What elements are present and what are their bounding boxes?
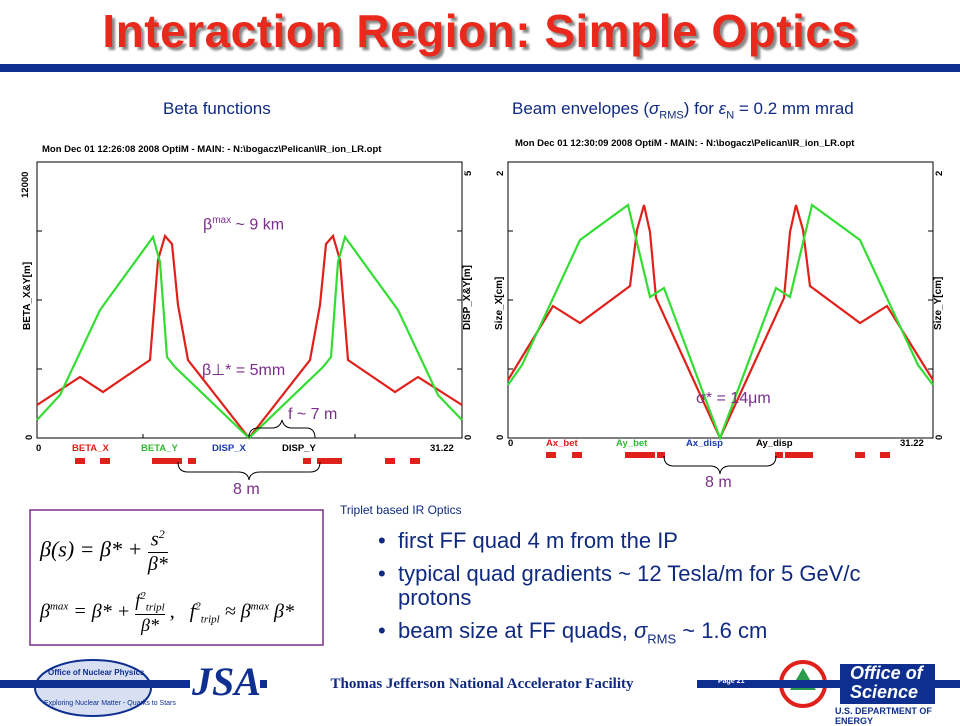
left-plot-header: Mon Dec 01 12:26:08 2008 OptiM - MAIN: -… <box>42 144 382 155</box>
office-nuclear-physics-logo <box>34 659 152 717</box>
right-y2-max: 2 <box>934 170 945 176</box>
size-y-curve <box>507 203 934 442</box>
nuclear-physics-tagline: Exploring Nuclear Matter - Quarks to Sta… <box>44 700 176 707</box>
sigma-star-annotation: σ* = 14μm <box>696 390 771 407</box>
right-y-max: 2 <box>495 170 506 176</box>
legend-beta-y: BETA_Y <box>141 443 178 454</box>
right-y2-label: Size_Y[cm] <box>933 276 944 330</box>
right-magnet-blocks <box>546 452 890 458</box>
left-y2-min: 0 <box>463 434 474 440</box>
right-y-label: Size_X[cm] <box>494 276 505 330</box>
right-bottom-brace <box>663 455 777 475</box>
legend-disp-x: DISP_X <box>212 443 246 454</box>
right-x-max: 31.22 <box>900 438 924 449</box>
f-brace <box>248 419 316 439</box>
right-y2-min: 0 <box>934 434 945 440</box>
formula-beta-max: βmax = β* + f2tripl β* , f2tripl ≈ βmax β… <box>40 590 294 635</box>
legend-ay-bet: Ay_bet <box>616 438 648 449</box>
science-text: Science <box>850 682 919 702</box>
office-of-text: Office of <box>850 663 923 683</box>
beta-max-annotation: βmax ~ 9 km <box>203 215 285 234</box>
jsa-logo-text: JSA <box>192 659 261 704</box>
right-x-min: 0 <box>508 438 514 449</box>
left-magnet-blocks <box>75 458 420 464</box>
left-y-max: 12000 <box>20 171 31 198</box>
left-x-min: 0 <box>36 443 42 454</box>
bullet-item: • typical quad gradients ~ 12 Tesla/m for… <box>378 561 861 610</box>
legend-disp-y: DISP_Y <box>282 443 316 454</box>
page-title: Interaction Region: Simple Optics <box>102 5 858 57</box>
left-span-annotation: 8 m <box>233 481 260 498</box>
left-panel-subtitle: Beta functions <box>163 99 271 118</box>
bullet-item: • beam size at FF quads, σRMS ~ 1.6 cm <box>378 618 768 647</box>
legend-ax-disp: Ax_disp <box>686 438 723 449</box>
left-plot-frame <box>36 161 463 439</box>
beta-star-annotation: β⊥* = 5mm <box>202 362 286 379</box>
left-bottom-brace <box>177 461 321 481</box>
beta-y-curve <box>36 234 463 440</box>
right-panel-subtitle: Beam envelopes (σRMS) for εN = 0.2 mm mr… <box>512 99 854 122</box>
page-number: Page 21 <box>718 678 745 685</box>
nuclear-physics-logo-text: Office of Nuclear Physics <box>48 668 145 677</box>
right-span-annotation: 8 m <box>705 474 732 491</box>
left-plot-ticks <box>37 230 462 438</box>
bullet-item: • first FF quad 4 m from the IP <box>378 528 678 553</box>
right-y-min: 0 <box>495 434 506 440</box>
legend-ay-disp: Ay_disp <box>756 438 793 449</box>
left-y-min: 0 <box>24 434 35 440</box>
formula-beta-s: β(s) = β* + s2 β* <box>40 527 168 575</box>
legend-beta-x: BETA_X <box>72 443 109 454</box>
footer-text: Thomas Jefferson National Accelerator Fa… <box>267 671 697 697</box>
formula-caption: Triplet based IR Optics <box>340 503 462 517</box>
left-y2-max: 5 <box>463 170 474 176</box>
title-divider <box>0 64 960 72</box>
legend-ax-bet: Ax_bet <box>546 438 578 449</box>
right-plot-header: Mon Dec 01 12:30:09 2008 OptiM - MAIN: -… <box>515 138 855 149</box>
left-y-label: BETA_X&Y[m] <box>22 261 33 330</box>
left-x-max: 31.22 <box>430 443 454 454</box>
f-annotation: f ~ 7 m <box>288 406 338 423</box>
doe-text: U.S. DEPARTMENT OF ENERGY <box>835 706 932 726</box>
beta-x-curve <box>36 233 463 440</box>
left-y2-label: DISP_X&Y[m] <box>462 264 473 330</box>
right-plot-ticks <box>508 230 933 370</box>
jsa-logo: JSA <box>190 659 261 706</box>
formula-box <box>29 509 324 646</box>
